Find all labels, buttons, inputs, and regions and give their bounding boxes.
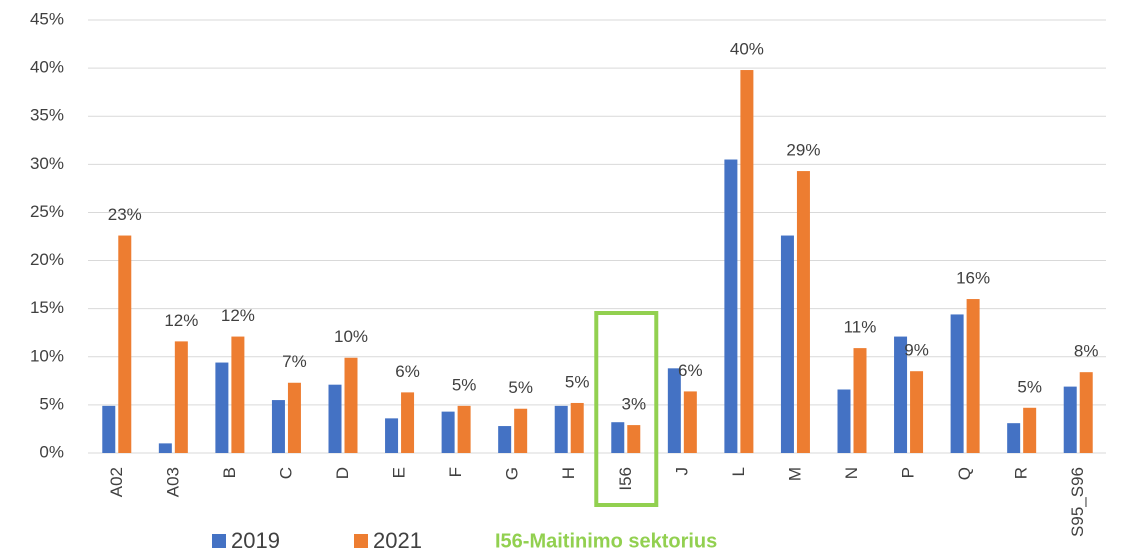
bar [780, 235, 794, 453]
bar [498, 426, 512, 453]
bar [837, 389, 851, 453]
x-tick-label: C [276, 467, 295, 479]
data-label: 6% [678, 361, 703, 380]
x-tick-label: S95_S96 [1068, 467, 1087, 537]
bar [401, 392, 415, 453]
bar [667, 368, 681, 453]
bar [215, 362, 229, 453]
bar [158, 443, 172, 453]
data-label: 5% [452, 375, 477, 394]
y-tick-label: 40% [30, 58, 64, 77]
y-tick-label: 10% [30, 346, 64, 365]
data-label: 5% [508, 378, 533, 397]
bar [1063, 386, 1077, 453]
bar [118, 235, 132, 453]
bar [966, 299, 980, 453]
bar [894, 336, 908, 453]
y-tick-label: 5% [39, 394, 64, 413]
x-tick-label: N [842, 467, 861, 479]
data-label: 11% [844, 318, 877, 337]
annotation: I56-Maitinimo sektorius [495, 530, 717, 552]
bar [570, 402, 584, 453]
bar [174, 341, 188, 453]
bar [683, 391, 697, 453]
data-label: 12% [164, 311, 198, 330]
x-tick-label: L [729, 467, 748, 476]
data-label: 6% [395, 362, 420, 381]
bar [514, 408, 528, 453]
y-tick-label: 0% [39, 442, 64, 461]
x-tick-label: A02 [107, 467, 126, 497]
x-tick-label: Q [955, 467, 974, 480]
x-tick-label: J [672, 467, 691, 476]
bar [796, 171, 810, 453]
data-label: 23% [108, 205, 142, 224]
y-tick-label: 30% [30, 154, 64, 173]
legend-label: 2019 [231, 528, 280, 553]
data-label: 29% [786, 141, 820, 160]
data-label: 9% [904, 341, 929, 360]
data-label: 10% [334, 327, 368, 346]
x-tick-label: D [333, 467, 352, 479]
bar [231, 336, 245, 453]
legend-swatch [212, 534, 226, 548]
data-label: 3% [621, 395, 646, 414]
x-tick-label: H [559, 467, 578, 479]
x-tick-label: M [785, 467, 804, 481]
data-label: 12% [221, 306, 255, 325]
data-label: 8% [1074, 342, 1099, 361]
y-tick-label: 20% [30, 250, 64, 269]
bar [385, 418, 399, 453]
bar [344, 357, 358, 453]
bar [287, 382, 301, 453]
bar [1007, 423, 1021, 453]
x-tick-label: R [1012, 467, 1031, 479]
data-label: 5% [565, 372, 590, 391]
bar [950, 314, 964, 453]
bar [853, 348, 867, 453]
y-tick-label: 25% [30, 202, 64, 221]
legend-label: 2021 [373, 528, 422, 553]
bar [724, 159, 738, 453]
bar [102, 405, 116, 453]
data-label: 40% [730, 40, 764, 59]
x-tick-label: A03 [163, 467, 182, 497]
bar [910, 371, 924, 453]
bar [1079, 372, 1093, 453]
x-tick-label: E [390, 467, 409, 478]
y-tick-label: 35% [30, 106, 64, 125]
bar [740, 70, 754, 453]
bar [1023, 407, 1037, 453]
y-tick-label: 45% [30, 9, 64, 28]
data-label: 7% [282, 352, 307, 371]
bar [457, 405, 471, 453]
bar [554, 405, 568, 453]
y-tick-label: 15% [30, 298, 64, 317]
highlight-box [594, 311, 659, 507]
bar [328, 384, 342, 453]
x-tick-label: G [503, 467, 522, 480]
bar [441, 411, 455, 453]
data-label: 5% [1017, 377, 1042, 396]
x-tick-label: I56 [616, 467, 635, 491]
bar [627, 425, 641, 453]
data-label: 16% [956, 269, 990, 288]
bar [611, 422, 625, 453]
x-tick-label: F [446, 467, 465, 477]
x-tick-label: P [899, 467, 918, 478]
x-tick-label: B [220, 467, 239, 478]
legend-swatch [354, 534, 368, 548]
bar [271, 400, 285, 453]
